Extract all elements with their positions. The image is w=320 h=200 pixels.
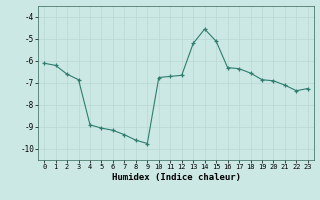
X-axis label: Humidex (Indice chaleur): Humidex (Indice chaleur) — [111, 173, 241, 182]
